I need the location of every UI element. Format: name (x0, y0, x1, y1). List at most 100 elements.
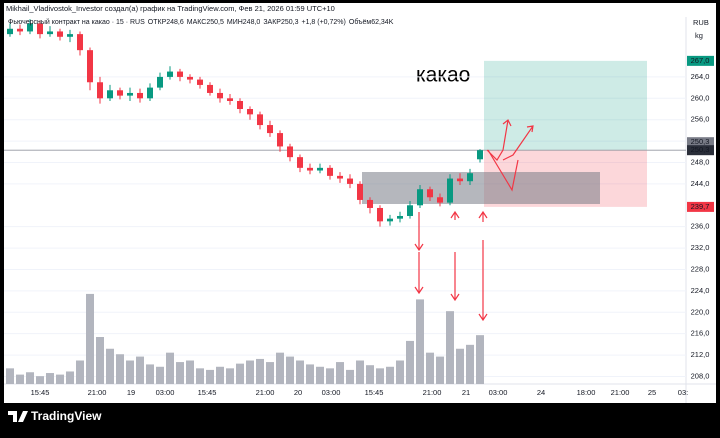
y-tick-label: 212,0 (691, 350, 710, 359)
legend-text: 250,3 (281, 19, 299, 26)
x-tick-label: 15:45 (198, 388, 217, 397)
arrow-down-1 (414, 252, 424, 295)
candle-body (477, 150, 483, 160)
volume-bar (436, 356, 444, 384)
volume-bar (456, 348, 464, 384)
x-tick-label: 25 (648, 388, 656, 397)
candle-body (217, 92, 223, 99)
legend-text: +1,8 (+0,72%) (302, 19, 346, 26)
candle-body (27, 23, 33, 32)
volume-bar (176, 362, 184, 384)
arrows (414, 119, 534, 322)
volume-bar (306, 364, 314, 384)
volume-bar (186, 360, 194, 384)
volume-bar (166, 352, 174, 384)
unit: kg (695, 31, 703, 40)
x-tick-label: 15:45 (365, 388, 384, 397)
logo: TradingView (8, 409, 102, 423)
footer: TradingView (31, 409, 102, 423)
price-label-bg (687, 201, 714, 212)
volume-bar (386, 366, 394, 384)
volume-bar (56, 374, 64, 384)
volume-bar (266, 362, 274, 384)
volume-bar (226, 368, 234, 384)
legend-text: ОТКР (148, 19, 167, 26)
candle-body (197, 79, 203, 85)
candle-body (47, 31, 53, 35)
logo-mark (8, 411, 28, 422)
volume-bar (116, 354, 124, 384)
volume-bar (126, 360, 134, 384)
price-label: 239,7 (691, 202, 710, 211)
candle-body (327, 167, 333, 176)
volume-bar (336, 362, 344, 384)
y-tick-label: 216,0 (691, 329, 710, 338)
candle-body (377, 207, 383, 222)
volume-bar (286, 356, 294, 384)
volume-bar (246, 360, 254, 384)
volume-bar (106, 348, 114, 384)
volume-bar (76, 360, 84, 384)
volume-bar (96, 337, 104, 384)
x-tick-label: 20 (294, 388, 302, 397)
x-tick-label: 21:00 (423, 388, 442, 397)
legend-text: МИН (227, 19, 243, 26)
volume-bar (426, 352, 434, 384)
candle-body (407, 205, 413, 216)
x-tick-label: 19 (127, 388, 135, 397)
candle-body (127, 92, 133, 96)
volume-bar (16, 374, 24, 384)
candle-body (147, 87, 153, 99)
candle-body (137, 92, 143, 99)
volume-bar (46, 373, 54, 384)
volume-bar (206, 369, 214, 384)
volume-bar (156, 366, 164, 384)
candle-body (307, 167, 313, 171)
path-down (487, 149, 519, 192)
volume-bar (196, 368, 204, 384)
x-tick-label: 21:00 (256, 388, 275, 397)
x-tick-label: 18:00 (577, 388, 596, 397)
candle-body (287, 146, 293, 158)
candle-body (457, 178, 463, 182)
candle-body (237, 100, 243, 110)
y-tick-label: 228,0 (691, 264, 710, 273)
currency: RUB (693, 18, 709, 27)
volume-bar (316, 366, 324, 384)
legend-text: 250,5 (206, 19, 224, 26)
candle-body (267, 125, 273, 134)
legend-text: Фьючерсный контракт на какао · 15 · RUS (8, 18, 145, 26)
candle-body (417, 189, 423, 206)
legend-text: ЗАКР (263, 19, 281, 26)
x-tick-label: 03:00 (489, 388, 508, 397)
candle-body (297, 157, 303, 168)
volume-bar (366, 365, 374, 384)
legend-text: МАКС (187, 19, 207, 26)
x-tick-label: 03: (678, 388, 688, 397)
candle-body (67, 34, 73, 37)
candle-body (97, 82, 103, 99)
candle-body (367, 199, 373, 208)
candle-body (247, 109, 253, 115)
candle-body (117, 90, 123, 96)
volume-bar (376, 368, 384, 384)
volume-bar (296, 360, 304, 384)
volume-bar (466, 344, 474, 384)
candle-body (87, 50, 93, 83)
x-tick-label: 15:45 (31, 388, 50, 397)
y-tick-label: 248,0 (691, 157, 710, 166)
volume-bar (326, 368, 334, 384)
path-up-2 (502, 125, 534, 161)
y-tick-label: 224,0 (691, 286, 710, 295)
candle-body (207, 84, 213, 93)
candle-body (437, 197, 443, 203)
candle-body (467, 173, 473, 182)
header: Mikhail_Vladivostok_Investor создал(а) г… (6, 4, 335, 13)
volume-bar (216, 366, 224, 384)
candle-body (7, 28, 13, 35)
volume-bar (416, 299, 424, 384)
candle-body (447, 178, 453, 203)
candle-body (107, 90, 113, 99)
y-tick-label: 264,0 (691, 72, 710, 81)
